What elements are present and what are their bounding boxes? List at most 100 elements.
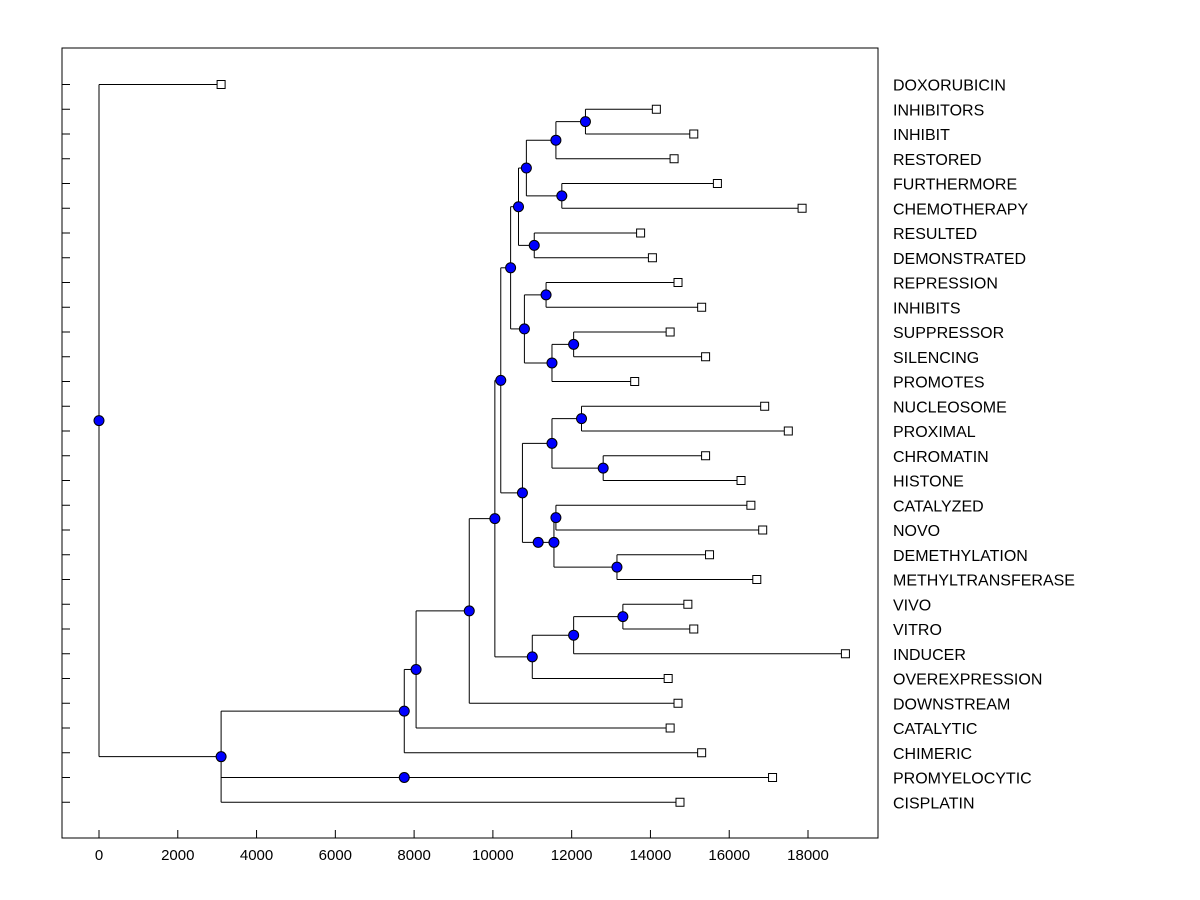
leaf-marker: [840, 649, 850, 659]
cluster-node: [546, 357, 558, 369]
leaf-marker: [758, 525, 768, 535]
leaf-label: INHIBITS: [893, 300, 961, 317]
x-tick-label: 4000: [240, 847, 273, 864]
leaf-label: OVEREXPRESSION: [893, 672, 1042, 689]
leaf-label: VITRO: [893, 622, 942, 639]
leaf-label: DOXORUBICIN: [893, 78, 1006, 95]
x-tick-label: 2000: [161, 847, 194, 864]
leaf-label: DEMETHYLATION: [893, 548, 1028, 565]
x-tick-label: 8000: [397, 847, 430, 864]
leaf-marker: [701, 352, 711, 362]
leaf-marker: [636, 228, 646, 238]
leaf-label: CHEMOTHERAPY: [893, 201, 1028, 218]
cluster-node: [516, 487, 528, 499]
cluster-node: [576, 413, 588, 425]
leaf-label: INHIBIT: [893, 127, 950, 144]
x-tick-label: 12000: [551, 847, 593, 864]
leaf-label: INHIBITORS: [893, 102, 984, 119]
cluster-node: [463, 605, 475, 617]
leaf-marker: [783, 426, 793, 436]
leaf-marker: [673, 698, 683, 708]
leaf-marker: [663, 674, 673, 683]
leaf-marker: [705, 550, 715, 560]
leaf-label: CATALYZED: [893, 498, 984, 515]
cluster-node: [556, 190, 568, 202]
leaf-marker: [760, 401, 770, 411]
leaf-label: CISPLATIN: [893, 795, 975, 812]
branch-lines: [98, 84, 846, 803]
cluster-node: [540, 289, 552, 301]
cluster-node: [489, 513, 501, 525]
cluster-node: [215, 751, 227, 763]
leaf-label: NUCLEOSOME: [893, 399, 1007, 416]
leaf-marker: [689, 624, 699, 634]
cluster-node: [546, 437, 558, 449]
leaf-marker: [797, 203, 807, 213]
leaf-marker-group: [216, 80, 850, 807]
cluster-node: [520, 162, 532, 174]
cluster-node: [532, 536, 544, 548]
x-tick-label: 14000: [630, 847, 672, 864]
leaf-marker: [216, 80, 226, 89]
cluster-node: [526, 651, 538, 663]
leaf-label: CATALYTIC: [893, 721, 977, 738]
leaf-marker: [689, 129, 699, 139]
leaf-label: DEMONSTRATED: [893, 251, 1026, 268]
leaf-label: INDUCER: [893, 647, 966, 664]
cluster-node: [505, 262, 517, 274]
cluster-node: [579, 116, 591, 128]
leaf-label: FURTHERMORE: [893, 177, 1017, 194]
leaf-marker: [651, 104, 661, 114]
leaf-marker: [630, 377, 640, 386]
x-tick-label: 18000: [787, 847, 829, 864]
cluster-node: [410, 663, 422, 675]
leaf-marker: [647, 253, 657, 263]
y-tick-group: [62, 84, 70, 803]
cluster-node: [93, 415, 105, 427]
leaf-marker: [752, 575, 762, 584]
leaf-label: PROXIMAL: [893, 424, 976, 441]
leaf-marker: [669, 154, 679, 164]
cluster-node: [550, 512, 562, 524]
leaf-marker: [697, 748, 707, 758]
leaf-label: REPRESSION: [893, 276, 998, 293]
x-axis: 0 2000 4000 6000 8000 10000 12000 14000 16000 180…: [95, 830, 829, 864]
cluster-node: [495, 374, 507, 386]
leaf-label: DOWNSTREAM: [893, 696, 1010, 713]
leaf-label: PROMYELOCYTIC: [893, 771, 1032, 788]
leaf-marker: [673, 278, 683, 287]
cluster-node: [528, 239, 540, 251]
leaf-marker: [665, 723, 675, 733]
plot-frame: [61, 47, 879, 839]
cluster-node: [597, 462, 609, 474]
leaf-label: SILENCING: [893, 350, 979, 367]
leaf-label: RESULTED: [893, 226, 977, 243]
leaf-marker: [701, 451, 711, 461]
cluster-node: [398, 705, 410, 717]
cluster-node: [611, 561, 623, 573]
leaf-marker: [675, 797, 685, 807]
leaf-label: RESTORED: [893, 152, 982, 169]
leaf-label: CHIMERIC: [893, 746, 972, 763]
cluster-node: [518, 323, 530, 335]
cluster-node: [568, 338, 580, 350]
leaf-marker: [665, 327, 675, 337]
x-tick-label: 10000: [472, 847, 514, 864]
cluster-node: [512, 201, 524, 213]
leaf-label: CHROMATIN: [893, 449, 989, 466]
leaf-marker: [697, 302, 707, 312]
cluster-node: [550, 134, 562, 146]
x-tick-label: 16000: [708, 847, 750, 864]
x-tick-label: 0: [95, 847, 103, 864]
node-marker-group: [93, 116, 629, 783]
leaf-label: SUPPRESSOR: [893, 325, 1004, 342]
leaf-label: NOVO: [893, 523, 940, 540]
leaf-marker: [736, 476, 746, 485]
leaf-label: HISTONE: [893, 474, 964, 491]
x-tick-label: 6000: [319, 847, 352, 864]
leaf-label: METHYLTRANSFERASE: [893, 573, 1075, 590]
leaf-label: PROMOTES: [893, 375, 985, 392]
cluster-node: [617, 611, 629, 623]
cluster-node: [548, 536, 560, 548]
leaf-label-group: DOXORUBICIN INHIBITORS INHIBIT RESTORED FURT…: [893, 78, 1075, 813]
